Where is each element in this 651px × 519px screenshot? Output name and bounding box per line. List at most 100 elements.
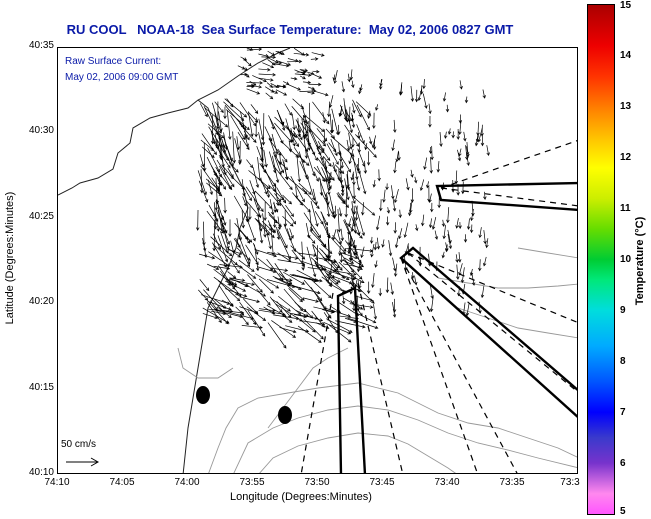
current-vector [266, 82, 274, 88]
current-vector [247, 111, 259, 123]
current-vector [280, 140, 300, 158]
current-vector [373, 304, 378, 320]
current-vector [326, 232, 346, 255]
temperature-colorbar [587, 4, 615, 515]
current-vector [252, 188, 261, 211]
current-vector [454, 170, 458, 185]
current-vector [334, 164, 345, 174]
current-vector [235, 237, 251, 268]
x-axis-label: Longitude (Degrees:Minutes) [230, 491, 372, 503]
current-vector [259, 308, 276, 313]
current-vector [223, 138, 234, 167]
current-vector [307, 91, 315, 95]
current-vector [352, 155, 359, 180]
current-vector [259, 163, 277, 188]
current-vector [212, 220, 216, 252]
current-vector [212, 242, 227, 268]
current-vector [258, 132, 264, 151]
current-vector [339, 167, 344, 184]
current-vector [410, 85, 415, 102]
current-vector [288, 140, 293, 153]
current-vector [347, 73, 351, 83]
current-vector [216, 159, 235, 188]
current-vector [337, 192, 346, 204]
current-vector [213, 265, 231, 271]
current-vector [227, 248, 243, 255]
current-vector [483, 230, 487, 245]
current-vector [202, 221, 206, 246]
current-vector [304, 115, 325, 132]
current-vector [316, 128, 328, 142]
current-vector [309, 209, 314, 232]
current-vector [245, 216, 256, 242]
current-vector [447, 229, 452, 244]
current-vector [246, 159, 254, 169]
current-vector [465, 303, 470, 317]
current-vector [351, 137, 355, 148]
current-vector [287, 285, 305, 301]
map-plot-area[interactable]: Raw Surface Current: May 02, 2006 09:00 … [57, 47, 578, 474]
current-vector [272, 155, 280, 184]
current-vector [341, 81, 346, 93]
current-vector [352, 183, 356, 200]
current-vector [392, 257, 397, 272]
current-vector [403, 222, 409, 238]
current-vector [458, 114, 463, 124]
current-vector [217, 235, 229, 263]
map-canvas [58, 48, 577, 473]
current-vector [279, 278, 293, 282]
current-vector [263, 201, 267, 221]
current-vector [360, 246, 365, 259]
current-vector [272, 215, 277, 229]
current-vector [254, 190, 273, 210]
current-vector [241, 210, 245, 229]
current-vector [244, 73, 250, 78]
current-vector [371, 273, 375, 289]
current-vector [223, 101, 245, 121]
current-vector [325, 128, 335, 139]
map-title: RU COOL NOAA-18 Sea Surface Temperature:… [66, 22, 514, 37]
current-vector [332, 229, 337, 241]
current-vector [377, 169, 381, 182]
current-vector [219, 264, 243, 269]
current-vector [214, 199, 219, 211]
current-vector [441, 219, 446, 227]
current-vector [352, 205, 357, 215]
current-vector [460, 267, 465, 284]
current-vector [268, 214, 278, 224]
current-vector [278, 153, 283, 166]
current-vector [245, 186, 264, 213]
current-vector [385, 183, 389, 191]
current-vector [294, 302, 307, 313]
current-vector [242, 298, 259, 315]
x-tick: 73:40 [434, 477, 460, 488]
current-vector [201, 133, 217, 156]
current-vector [405, 178, 410, 191]
current-vector [379, 199, 383, 212]
current-vector [385, 216, 390, 226]
current-vector [202, 307, 230, 324]
current-vector [340, 252, 359, 260]
current-vector [398, 209, 402, 219]
current-vector [276, 226, 281, 240]
current-vector [312, 69, 320, 74]
current-vector [282, 216, 294, 227]
current-vector [230, 240, 235, 254]
colorbar-tick: 9 [620, 305, 626, 316]
current-vector [200, 165, 220, 193]
current-vector [218, 143, 229, 162]
current-vector [349, 69, 354, 81]
current-vector [277, 148, 288, 163]
current-vector [270, 82, 280, 88]
current-vector [393, 119, 397, 133]
current-vector [356, 260, 361, 273]
colorbar-tick: 11 [620, 203, 631, 214]
current-vector [348, 189, 356, 204]
current-vector [336, 229, 343, 245]
current-vector [238, 141, 242, 165]
current-vector [350, 171, 354, 181]
current-vector [363, 160, 368, 174]
current-vector [395, 150, 399, 163]
current-vector [392, 196, 397, 212]
current-vector [446, 207, 450, 224]
